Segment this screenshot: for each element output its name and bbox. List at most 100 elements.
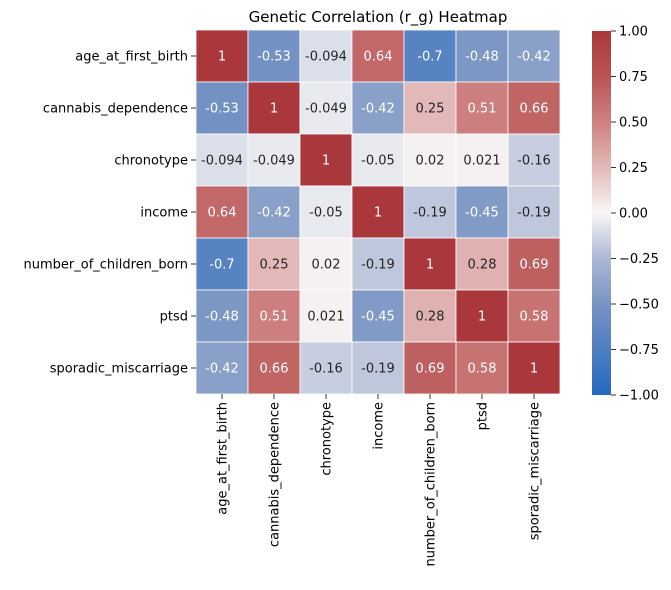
cell-value-label: -0.094 [201, 154, 243, 169]
heatmap-cell [403, 289, 457, 343]
cell-value-label: -0.45 [361, 310, 395, 325]
cell-value-label: -0.05 [309, 206, 343, 221]
cell-value-label: -0.19 [517, 206, 551, 221]
cell-value-label: 0.021 [307, 310, 344, 325]
cell-value-label: 0.02 [312, 258, 341, 273]
cell-value-label: -0.19 [361, 258, 395, 273]
column-tick-label: ptsd [476, 402, 491, 430]
cell-value-label: 0.58 [520, 310, 549, 325]
cell-value-label: -0.16 [309, 362, 343, 377]
heatmap-cell [403, 81, 457, 135]
heatmap-cell [507, 133, 561, 187]
heatmap-cell [351, 341, 405, 395]
cell-value-label: 1 [270, 102, 278, 117]
row-tick-labels: age_at_first_birth cannabis_dependencechr… [24, 50, 196, 377]
heatmap-cell [247, 133, 301, 187]
heatmap-cell [247, 289, 301, 343]
heatmap-cell [455, 341, 509, 395]
cell-value-label: -0.53 [257, 50, 291, 65]
cell-value-label: -0.42 [361, 102, 395, 117]
cell-value-label: 1 [530, 362, 538, 377]
heatmap-cell [351, 185, 405, 239]
row-tick-label: cannabis_dependence [43, 102, 188, 117]
cell-value-label: 0.25 [416, 102, 445, 117]
heatmap-cell [507, 341, 561, 395]
heatmap-cell [299, 341, 353, 395]
cell-value-label: -0.05 [361, 154, 395, 169]
cell-value-label: 0.64 [208, 206, 237, 221]
cell-value-label: -0.19 [413, 206, 447, 221]
heatmap-cell [351, 133, 405, 187]
cell-value-label: -0.049 [253, 154, 295, 169]
column-tick-label: cannabis_dependence [268, 402, 283, 547]
cell-value-label: -0.094 [305, 50, 347, 65]
cell-value-label: 1 [478, 310, 486, 325]
column-tick-label: number_of_children_born [424, 402, 439, 567]
cell-value-label: 0.28 [416, 310, 445, 325]
column-tick-label: sporadic_miscarriage [528, 402, 543, 540]
cell-value-label: -0.049 [305, 102, 347, 117]
heatmap-cell [507, 289, 561, 343]
heatmap-cell [507, 185, 561, 239]
colorbar-tick-label: 0.50 [619, 116, 648, 131]
heatmap-cell [299, 289, 353, 343]
colorbar-tick-label: −1.00 [619, 389, 659, 404]
heatmap-cell [299, 29, 353, 83]
heatmap-cell [195, 29, 249, 83]
row-tick-label: chronotype [114, 154, 188, 169]
cell-value-label: 0.69 [520, 258, 549, 273]
row-tick-label: number_of_children_born [24, 258, 189, 273]
cell-value-label: 0.64 [364, 50, 393, 65]
heatmap-cell [455, 29, 509, 83]
cell-value-label: 0.28 [468, 258, 497, 273]
heatmap-cell [247, 185, 301, 239]
cell-value-label: -0.45 [465, 206, 499, 221]
heatmap-cell [455, 133, 509, 187]
colorbar-tick-label: 1.00 [619, 25, 648, 40]
colorbar-tick-label: 0.75 [619, 70, 648, 85]
heatmap-cell [195, 185, 249, 239]
cell-value-label: 1 [218, 50, 226, 65]
cell-value-label: 0.021 [463, 154, 500, 169]
heatmap-cell [247, 29, 301, 83]
cell-value-label: -0.53 [205, 102, 239, 117]
colorbar-tick-label: 0.25 [619, 161, 648, 176]
cell-value-label: 0.69 [416, 362, 445, 377]
column-tick-labels: age_at_first_birth cannabis_dependence chr… [216, 394, 543, 567]
cell-value-label: -0.19 [361, 362, 395, 377]
cell-value-label: -0.42 [517, 50, 551, 65]
column-tick-label: income [372, 402, 387, 450]
cell-value-label: 0.66 [260, 362, 289, 377]
cell-value-label: 1 [374, 206, 382, 221]
chart-title: Genetic Correlation (r_g) Heatmap [249, 8, 508, 27]
heatmap-cell [403, 133, 457, 187]
heatmap-cell [455, 185, 509, 239]
cell-value-label: -0.7 [209, 258, 234, 273]
cell-value-label: 0.02 [416, 154, 445, 169]
heatmap-cell [195, 237, 249, 291]
heatmap-cell [299, 237, 353, 291]
cell-value-label: -0.16 [517, 154, 551, 169]
cell-value-label: -0.48 [205, 310, 239, 325]
colorbar-tick-label: −0.50 [619, 298, 659, 313]
heatmap-cell [403, 341, 457, 395]
heatmap-cells [195, 29, 561, 395]
cell-value-label: 0.25 [260, 258, 289, 273]
colorbar-gradient [592, 31, 611, 395]
cell-value-label: 0.51 [468, 102, 497, 117]
column-tick-label: age_at_first_birth [216, 402, 231, 515]
cell-value-label: -0.7 [417, 50, 442, 65]
cell-value-label: -0.42 [257, 206, 291, 221]
cell-value-label: 0.66 [520, 102, 549, 117]
column-tick-label: chronotype [320, 402, 335, 476]
row-tick-label: age_at_first_birth [75, 50, 188, 65]
cell-value-label: 0.58 [468, 362, 497, 377]
cell-value-label: 0.51 [260, 310, 289, 325]
cell-value-label: 1 [322, 154, 330, 169]
cell-value-label: -0.42 [205, 362, 239, 377]
heatmap-cell [195, 289, 249, 343]
colorbar-tick-label: −0.25 [619, 252, 659, 267]
cell-value-labels: 1 -0.53 -0.094 0.64 -0.7 -0.48 -0.42 -0.53 1 -0.0… [201, 50, 551, 377]
colorbar-tick-label: 0.00 [619, 207, 648, 222]
